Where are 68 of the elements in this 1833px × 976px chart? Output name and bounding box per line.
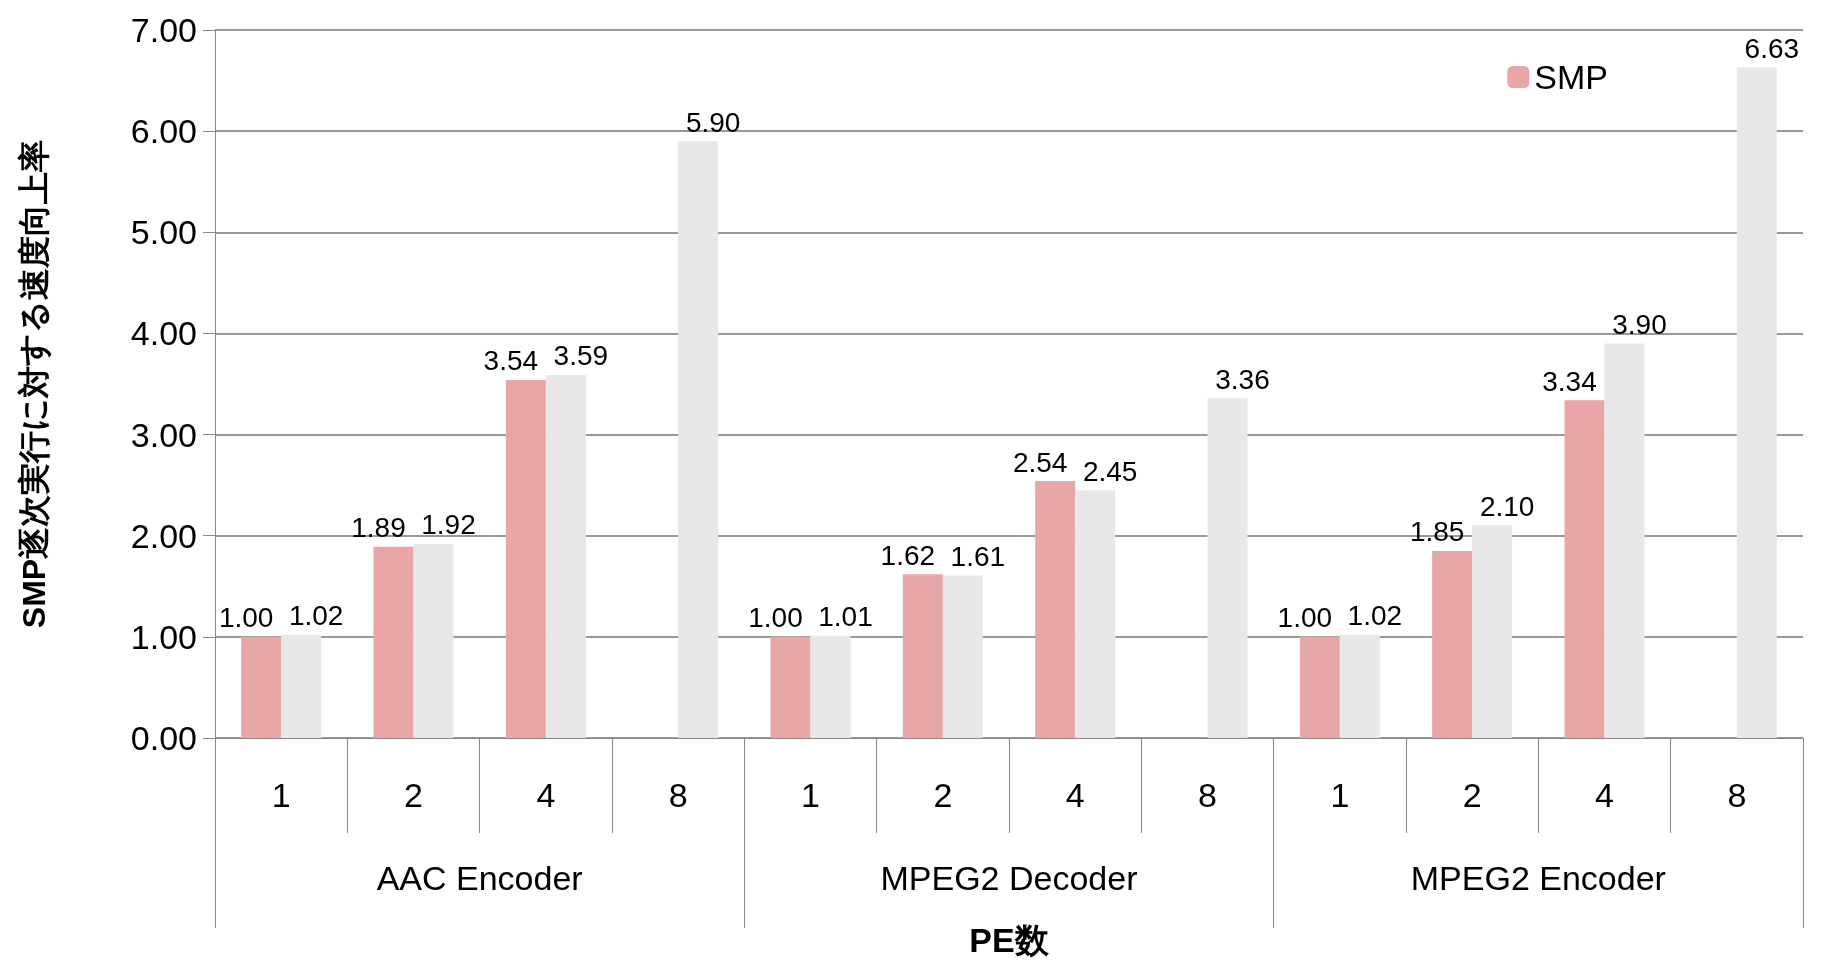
- bar: [545, 374, 586, 738]
- data-label: 1.00: [218, 602, 274, 634]
- text: MPEG2 Encoder: [1410, 859, 1666, 897]
- data-label: 2.54: [1012, 446, 1068, 478]
- data-label: 1.00: [748, 602, 803, 634]
- x-tick-label: 4: [1595, 776, 1614, 814]
- y-tick-label: 4.00: [130, 314, 197, 353]
- data-label: 2.45: [1082, 455, 1138, 487]
- x-tick-label: 2: [933, 776, 953, 814]
- bar: [1075, 490, 1116, 738]
- data-label: 1.85: [1409, 516, 1465, 548]
- x-tick-label: 8: [1727, 776, 1747, 814]
- x-tick-label: 4: [1065, 776, 1085, 814]
- data-label: 1.02: [288, 600, 344, 632]
- bar: [1299, 636, 1340, 738]
- data-label: 1.62: [880, 539, 936, 571]
- bar: [1604, 343, 1645, 738]
- data-label: 3.36: [1215, 363, 1270, 395]
- data-label: 1.02: [1347, 600, 1403, 632]
- bar: [1207, 398, 1248, 738]
- y-tick-label: 3.00: [130, 415, 197, 454]
- data-label: 3.34: [1542, 365, 1597, 397]
- data-label: 2.10: [1479, 491, 1535, 523]
- bar: [1736, 67, 1777, 738]
- text: MPEG2 Decoder: [880, 859, 1138, 897]
- legend-label: SMP: [1534, 58, 1609, 96]
- data-label: 3.90: [1612, 309, 1667, 341]
- y-tick-label: 0.00: [130, 719, 197, 757]
- data-label: 3.59: [553, 340, 609, 372]
- data-label: 6.63: [1744, 32, 1800, 64]
- data-label: 1.00: [1277, 602, 1333, 634]
- text: AAC Encoder: [376, 859, 583, 897]
- x-tick-label: 1: [1330, 776, 1350, 814]
- data-label: 1.92: [421, 509, 476, 541]
- y-tick-label: 5.00: [130, 213, 197, 252]
- y-tick-label: 7.00: [130, 11, 197, 49]
- bar: [1564, 400, 1605, 738]
- x-tick-label: 8: [1198, 776, 1217, 814]
- bar: [902, 574, 943, 738]
- y-tick-label: 2.00: [130, 516, 197, 555]
- bar: [1035, 481, 1076, 738]
- bar: [1339, 634, 1380, 738]
- x-tick-label: 2: [1462, 776, 1482, 814]
- bar: [241, 636, 282, 738]
- y-tick-label: 6.00: [130, 112, 197, 151]
- bar: [281, 634, 322, 738]
- bar: [413, 543, 454, 738]
- x-tick-label: 1: [271, 776, 291, 814]
- x-tick-label: 4: [536, 776, 556, 814]
- bar: [770, 636, 811, 738]
- x-tick-label: 8: [668, 776, 688, 814]
- bar: [1432, 550, 1473, 738]
- bar: [810, 635, 851, 738]
- bar: [942, 575, 983, 738]
- y-tick-label: 1.00: [130, 617, 197, 656]
- x-tick-label: 1: [801, 776, 820, 814]
- y-axis-title: SMP逐次実行に対する速度向上率: [16, 139, 52, 629]
- bar: [505, 379, 546, 738]
- x-axis-title: PE数: [969, 921, 1050, 959]
- data-label: 1.61: [950, 540, 1006, 572]
- bar: [678, 141, 719, 738]
- data-label: 5.90: [685, 106, 741, 138]
- bar: [373, 546, 414, 738]
- bar: [1472, 525, 1513, 738]
- data-label: 1.89: [351, 512, 406, 544]
- x-tick-label: 2: [404, 776, 423, 814]
- data-label: 1.01: [818, 601, 873, 633]
- data-label: 3.54: [483, 345, 539, 377]
